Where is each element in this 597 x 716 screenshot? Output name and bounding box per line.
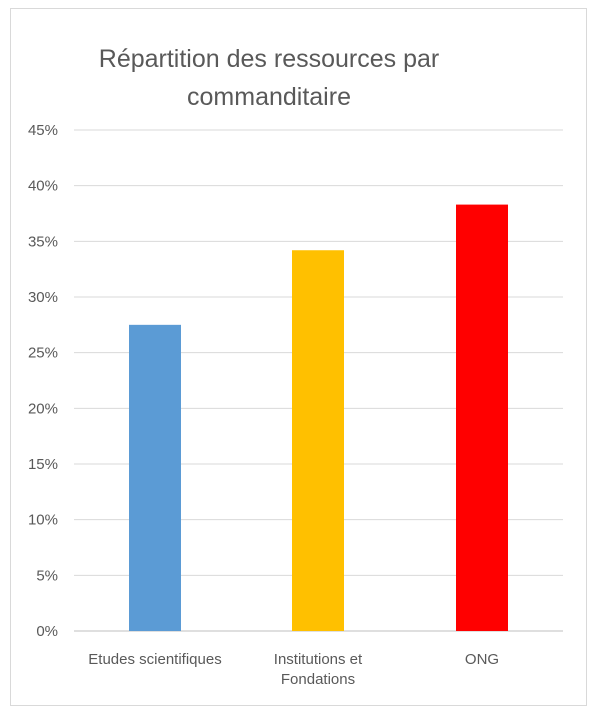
bar [129,324,181,631]
y-axis-ticks: 0% 5% 10% 15% 20% 25% 30% 35% 40% 45% [28,122,58,640]
y-tick-label: 35% [28,233,58,250]
y-tick-label: 25% [28,345,58,362]
y-tick-label: 45% [28,122,58,139]
y-tick-label: 10% [28,512,58,529]
bar [456,204,508,632]
y-tick-label: 5% [36,567,58,584]
x-category-label: Institutions et [274,651,363,668]
y-tick-label: 15% [28,456,58,473]
x-axis-categories: Etudes scientifiques Institutions et Fonda… [88,651,499,688]
y-tick-label: 30% [28,289,58,306]
y-tick-label: 40% [28,178,58,195]
y-tick-label: 0% [36,623,58,640]
x-category-label: Fondations [281,671,355,688]
bars [129,204,508,632]
chart-title: Répartition des ressources par commandita… [99,45,439,111]
y-tick-label: 20% [28,400,58,417]
chart-title-line: commanditaire [187,83,351,111]
x-category-label: Etudes scientifiques [88,651,221,668]
chart-title-line: Répartition des ressources par [99,45,439,73]
x-category-label: ONG [465,651,499,668]
bar [292,250,344,632]
